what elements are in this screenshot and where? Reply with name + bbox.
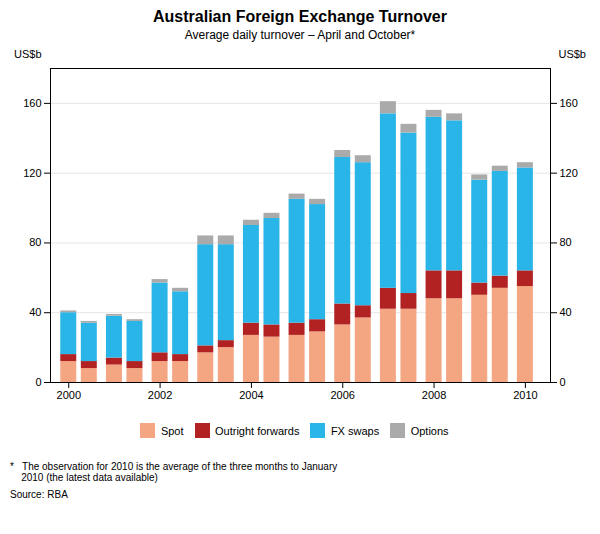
html-text:* The observation for 2010 is: * The observation for 2010 is the averag… [10, 460, 338, 483]
html-text:Options: Options [410, 424, 449, 437]
svg-text:2006: 2006 [330, 389, 354, 401]
svg-text:2000: 2000 [57, 389, 81, 401]
svg-text:2010: 2010 [513, 389, 537, 401]
svg-text:80: 80 [29, 236, 41, 248]
html-text:FX swaps: FX swaps [330, 424, 380, 437]
svg-text:2008: 2008 [422, 389, 446, 401]
svg-text:160: 160 [23, 97, 41, 109]
svg-text:2002: 2002 [148, 389, 172, 401]
html-text:US$b: US$b [14, 48, 42, 60]
svg-text:120: 120 [23, 167, 41, 179]
svg-text:160: 160 [560, 97, 578, 109]
html-text:Australian Foreign Exchange Tu: Australian Foreign Exchange Turnover [153, 8, 447, 25]
html-text:Source: RBA: Source: RBA [10, 488, 68, 500]
svg-text:120: 120 [560, 167, 578, 179]
svg-text:2004: 2004 [239, 389, 263, 401]
html-text:Outright forwards: Outright forwards [215, 424, 300, 437]
svg-text:80: 80 [560, 236, 572, 248]
svg-text:40: 40 [560, 306, 572, 318]
html-text:Average daily turnover – April: Average daily turnover – April and Octob… [184, 28, 416, 42]
html-text:US$b: US$b [558, 48, 586, 60]
html-text:Spot: Spot [160, 424, 184, 437]
svg-text:0: 0 [560, 376, 566, 388]
svg-text:40: 40 [29, 306, 41, 318]
svg-text:0: 0 [35, 376, 41, 388]
